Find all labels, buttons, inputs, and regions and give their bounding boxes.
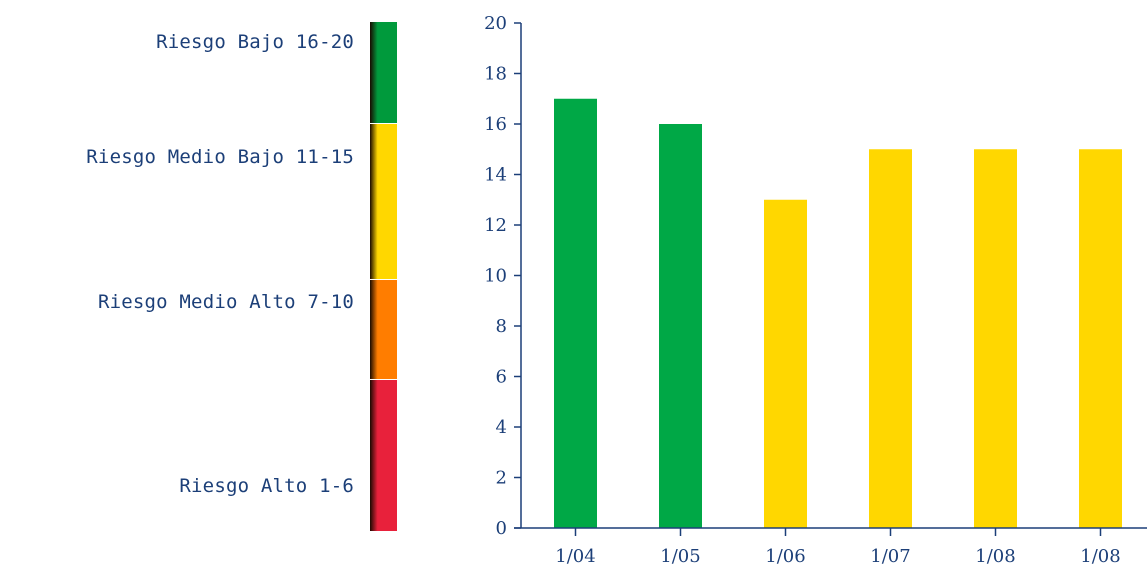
- x-tick-label: 1/06: [765, 546, 805, 567]
- bar-5: [1079, 149, 1122, 528]
- y-tick-label: 0: [496, 518, 507, 539]
- y-tick-label: 18: [484, 64, 507, 85]
- y-tick-label: 10: [484, 266, 507, 287]
- bar-1: [659, 124, 702, 528]
- y-tick-label: 16: [484, 114, 507, 135]
- y-tick-label: 4: [496, 417, 507, 438]
- legend-label-riesgo-medio-bajo: Riesgo Medio Bajo 11-15: [86, 146, 354, 168]
- y-tick-label: 12: [484, 215, 507, 236]
- bar-3: [869, 149, 912, 528]
- risk-segment-alto: [370, 379, 397, 531]
- legend-label-riesgo-medio-alto: Riesgo Medio Alto 7-10: [97, 291, 354, 313]
- y-tick-label: 2: [496, 468, 507, 489]
- risk-segment-bajo: [370, 22, 397, 123]
- risk-legend: Riesgo Bajo 16-20 Riesgo Medio Bajo 11-1…: [0, 0, 400, 578]
- y-tick-label: 20: [484, 13, 507, 34]
- x-tick-label: 1/08: [975, 546, 1015, 567]
- x-tick-label: 1/07: [870, 546, 910, 567]
- legend-label-riesgo-alto: Riesgo Alto 1-6: [179, 475, 354, 497]
- x-tick-label: 1/05: [660, 546, 700, 567]
- x-tick-label: 1/04: [555, 546, 595, 567]
- risk-segment-medio-alto: [370, 279, 397, 379]
- bar-0: [554, 98, 597, 528]
- y-tick-label: 14: [484, 165, 507, 186]
- y-tick-label: 6: [496, 367, 507, 388]
- risk-segment-medio-bajo: [370, 123, 397, 279]
- x-tick-label: 1/08: [1080, 546, 1120, 567]
- y-tick-label: 8: [496, 316, 507, 337]
- bar-4: [974, 149, 1017, 528]
- bar-2: [764, 199, 807, 528]
- risk-color-scale: [370, 22, 397, 531]
- legend-label-riesgo-bajo: Riesgo Bajo 16-20: [156, 31, 354, 53]
